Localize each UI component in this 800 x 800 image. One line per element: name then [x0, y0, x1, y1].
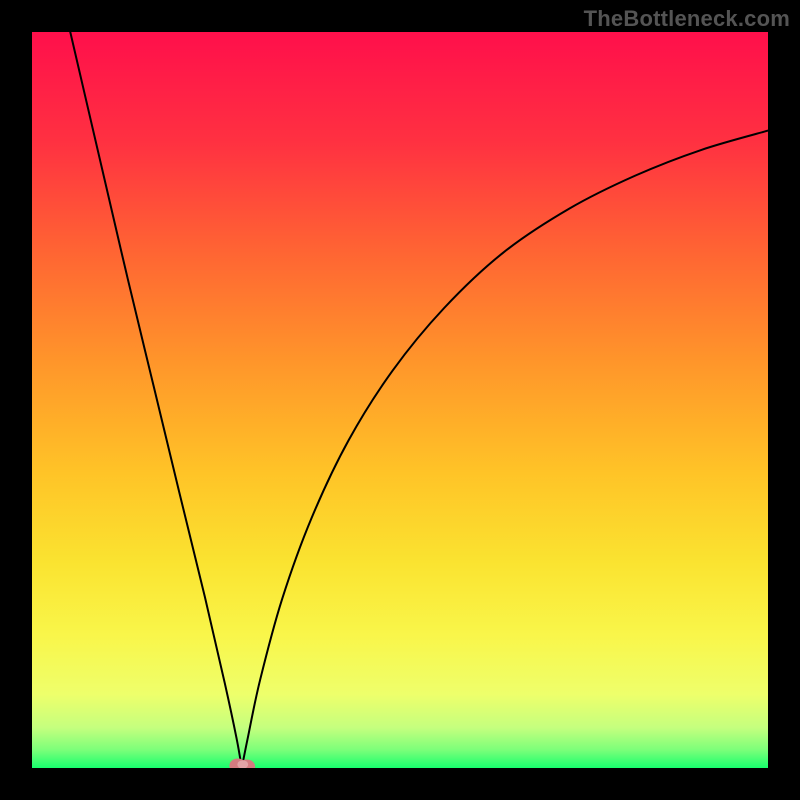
curve-svg: [32, 32, 768, 768]
bottleneck-curve: [70, 32, 768, 768]
minimum-marker: [229, 759, 255, 768]
watermark-text: TheBottleneck.com: [584, 6, 790, 32]
plot-area: [32, 32, 768, 768]
